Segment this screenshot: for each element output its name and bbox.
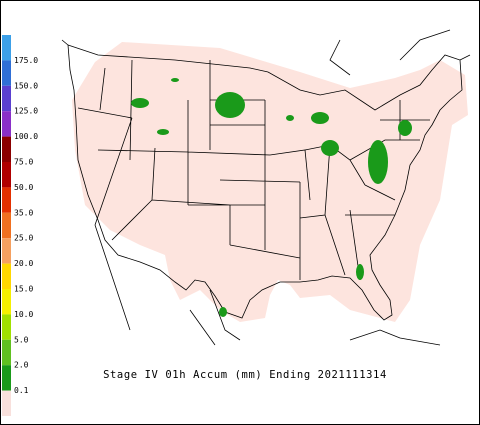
precip-area [131,98,149,108]
colorbar-label: 35.0 [14,208,33,217]
colorbar-swatch [2,212,11,239]
precip-area [321,140,339,156]
coverage-area [72,42,468,322]
colorbar-label: 100.0 [14,132,38,141]
precip-area [398,120,412,136]
colorbar-swatch [2,111,11,137]
us-outline [67,44,463,321]
colorbar-label: 15.0 [14,285,33,294]
colorbar-swatch [2,238,11,264]
colorbar-label: 5.0 [14,335,29,344]
colorbar-swatch [2,85,11,112]
colorbar-swatch [2,60,11,86]
precip-area [157,129,169,135]
precip-area [215,92,245,118]
colorbar-swatch [2,35,11,61]
colorbar-label: 0.1 [14,386,29,395]
precip-area [286,115,294,121]
colorbar-swatch [2,263,11,289]
caption: Stage IV 01h Accum (mm) Ending 202111131… [103,369,387,381]
colorbar-label: 2.0 [14,361,29,370]
colorbar-swatch [2,187,11,213]
colorbar-label: 20.0 [14,259,33,268]
colorbar [2,35,11,416]
colorbar-swatch [2,314,11,340]
neighbor-outlines [61,29,471,346]
colorbar-swatch [2,339,11,366]
colorbar-swatch [2,162,11,188]
colorbar-swatch [2,289,11,315]
colorbar-swatch [2,365,11,391]
colorbar-labels: 175.0 150.0 125.0 100.0 75.0 50.0 35.0 25.0 20.0… [14,56,38,395]
precip-area [368,140,388,184]
colorbar-label: 25.0 [14,234,33,243]
precip-area [356,264,364,280]
precip-area [219,307,227,317]
map [61,29,471,346]
state-lines [77,59,430,281]
colorbar-swatch [2,136,11,162]
colorbar-label: 50.0 [14,183,33,192]
colorbar-label: 125.0 [14,107,38,116]
colorbar-label: 150.0 [14,81,38,90]
colorbar-label: 75.0 [14,158,33,167]
precipitation [131,78,412,317]
colorbar-label: 175.0 [14,56,38,65]
precip-area [171,78,179,82]
colorbar-swatch [2,390,11,416]
precip-area [311,112,329,124]
colorbar-label: 10.0 [14,310,33,319]
